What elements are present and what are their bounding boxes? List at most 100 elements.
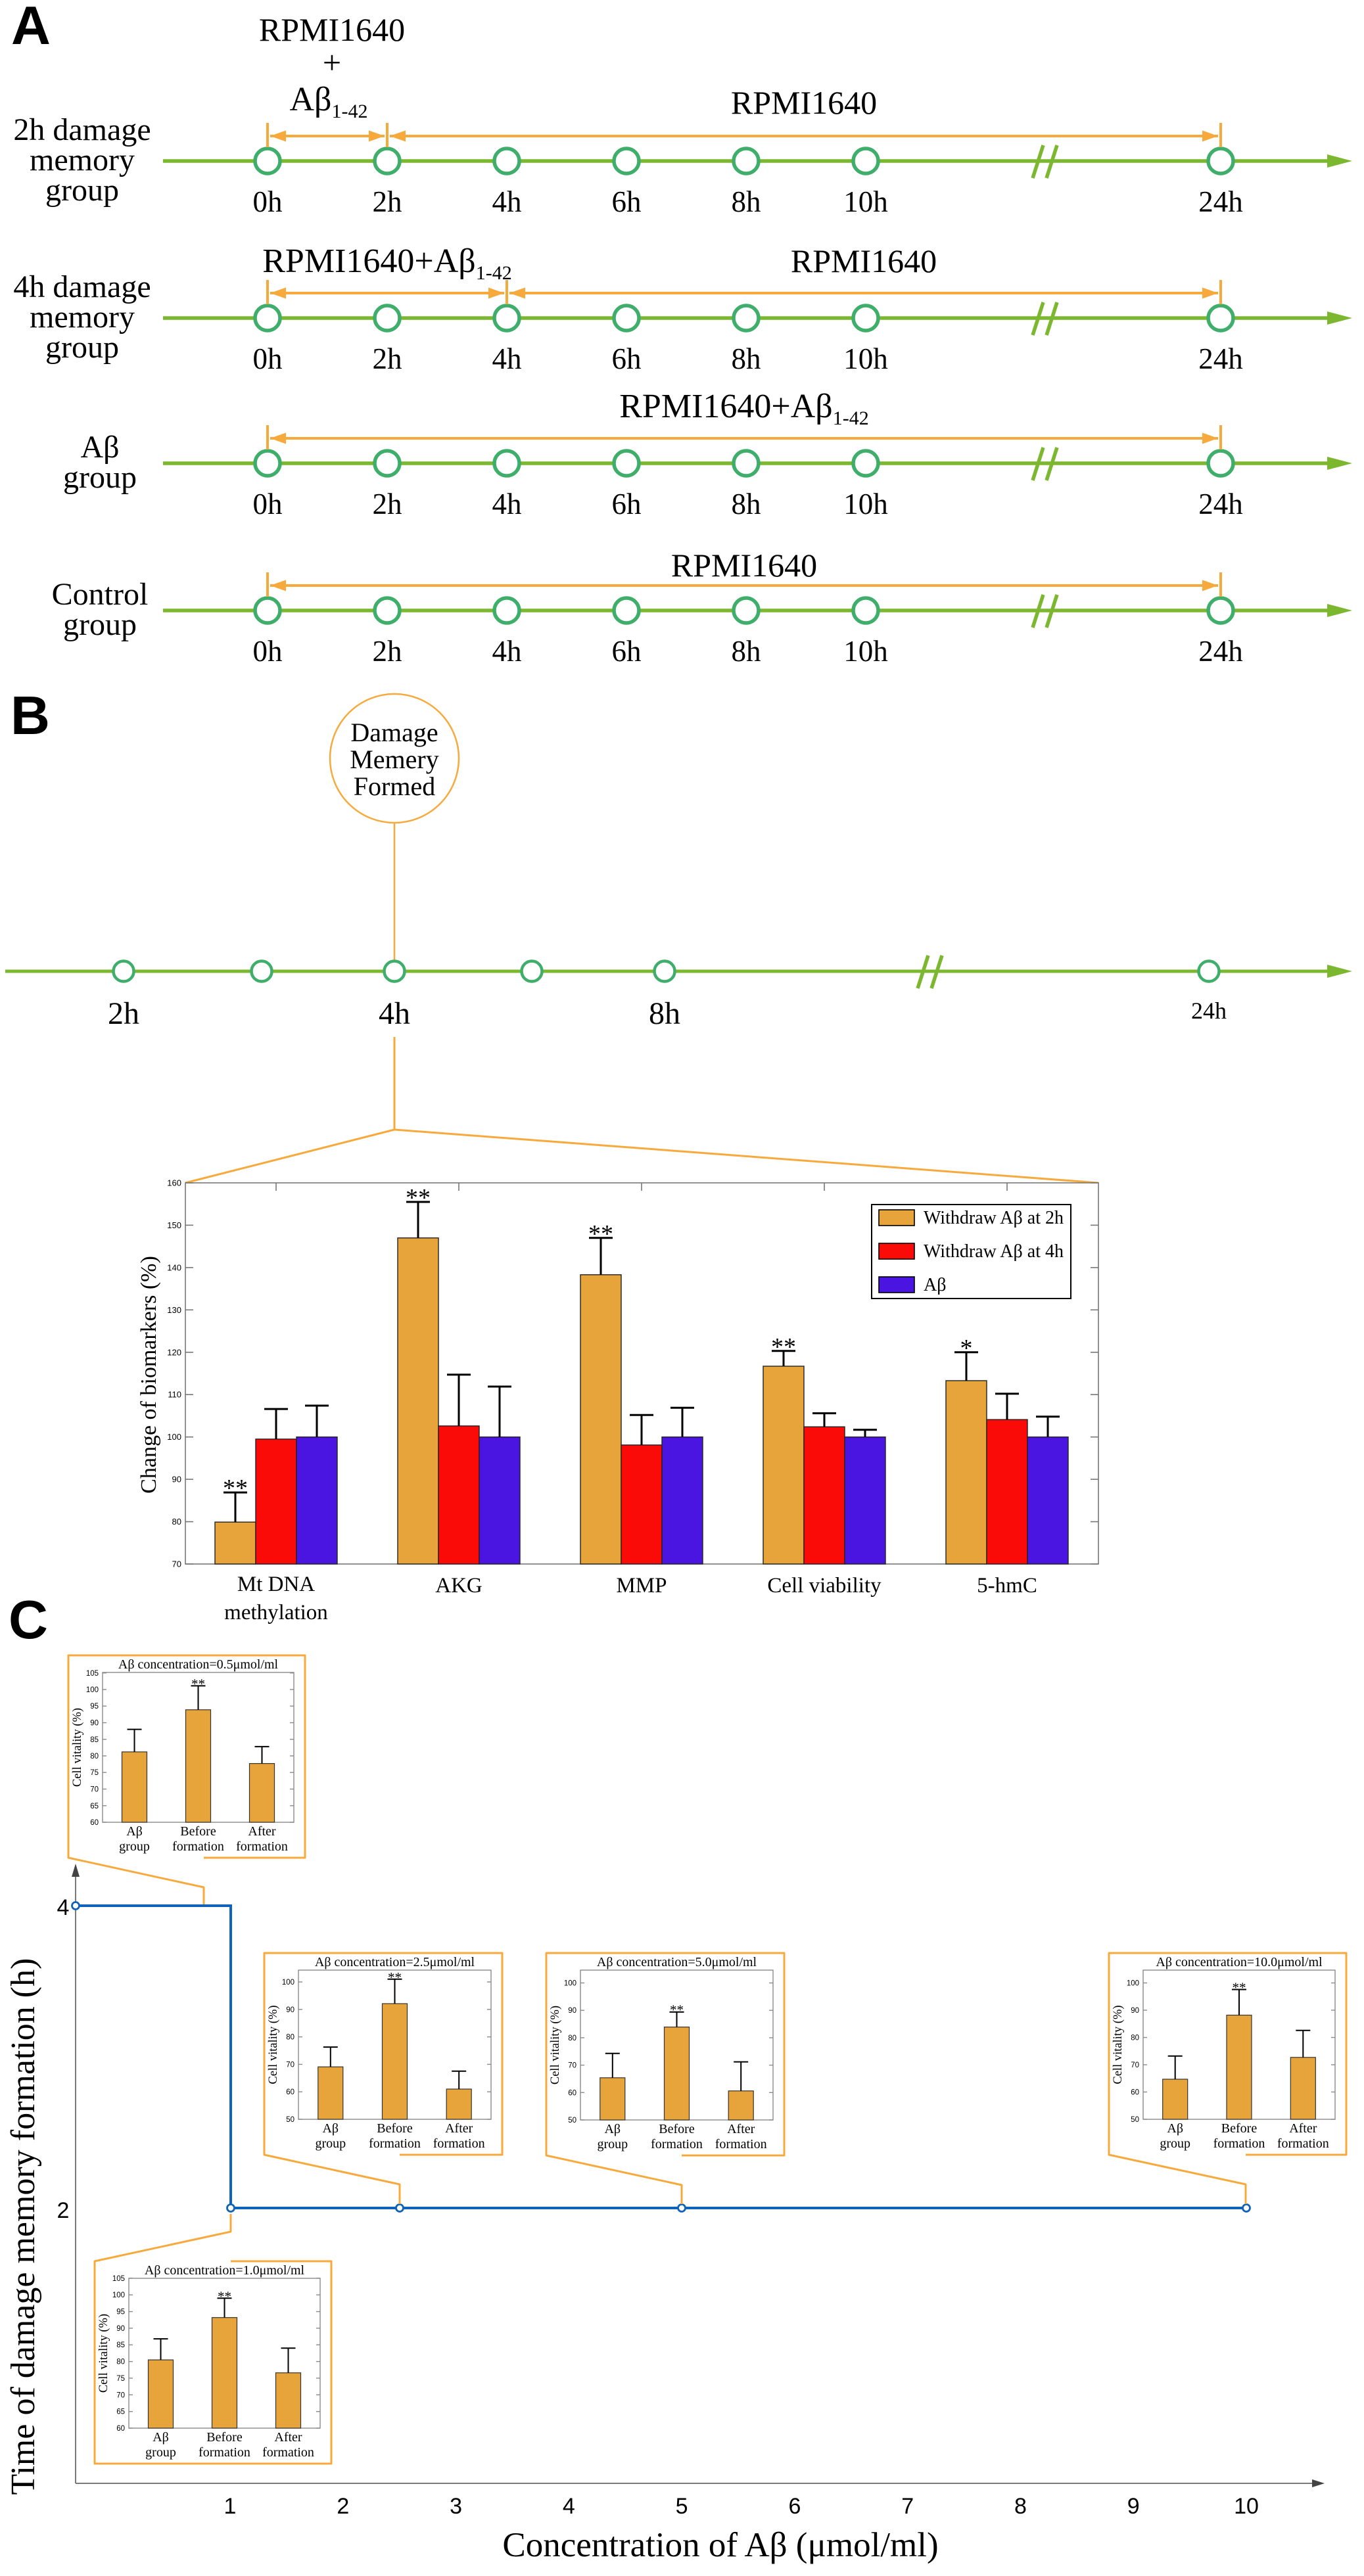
svg-text:formation: formation: [651, 2137, 703, 2151]
svg-text:4h: 4h: [492, 342, 522, 375]
svg-text:Change of biomarkers (%): Change of biomarkers (%): [137, 1256, 161, 1494]
svg-text:RPMI1640+Aβ1-42: RPMI1640+Aβ1-42: [619, 388, 869, 429]
svg-text:2h: 2h: [373, 342, 402, 375]
svg-text:105: 105: [112, 2275, 125, 2283]
svg-text:100: 100: [282, 1979, 294, 1987]
svg-text:4h damage: 4h damage: [13, 269, 151, 304]
svg-text:100: 100: [112, 2291, 125, 2299]
svg-text:75: 75: [116, 2375, 125, 2383]
svg-text:80: 80: [116, 2358, 125, 2366]
svg-text:RPMI1640: RPMI1640: [671, 547, 817, 584]
svg-text:65: 65: [90, 1803, 99, 1810]
svg-text:Aβ: Aβ: [153, 2430, 169, 2445]
svg-text:group: group: [63, 460, 137, 495]
svg-text:75: 75: [90, 1769, 99, 1777]
svg-text:6h: 6h: [612, 635, 642, 668]
svg-text:2h: 2h: [373, 185, 402, 218]
svg-text:Cell viability: Cell viability: [767, 1574, 882, 1598]
svg-text:0h: 0h: [253, 342, 283, 375]
svg-text:90: 90: [116, 2325, 125, 2333]
svg-text:24h: 24h: [1191, 998, 1227, 1024]
svg-text:**: **: [218, 2288, 231, 2304]
svg-text:90: 90: [1131, 2007, 1139, 2015]
svg-text:10h: 10h: [843, 185, 888, 218]
svg-text:6h: 6h: [612, 488, 642, 520]
svg-text:*: *: [960, 1335, 973, 1362]
svg-text:Aβ: Aβ: [80, 430, 119, 465]
svg-text:**: **: [388, 1969, 402, 1985]
svg-text:150: 150: [167, 1220, 181, 1230]
svg-text:60: 60: [116, 2425, 125, 2433]
svg-text:formation: formation: [369, 2136, 421, 2151]
svg-text:60: 60: [90, 1819, 99, 1827]
svg-text:7: 7: [901, 2494, 914, 2519]
svg-text:Aβ concentration=5.0μmol/ml: Aβ concentration=5.0μmol/ml: [597, 1955, 757, 1969]
svg-text:Aβ: Aβ: [126, 1824, 143, 1839]
svg-text:group: group: [45, 173, 119, 208]
svg-text:90: 90: [90, 1720, 99, 1728]
svg-text:Aβ: Aβ: [604, 2122, 621, 2136]
svg-text:85: 85: [116, 2341, 125, 2349]
svg-text:Withdraw Aβ at 2h: Withdraw Aβ at 2h: [924, 1208, 1064, 1228]
svg-text:Damage: Damage: [350, 718, 438, 747]
svg-text:4h: 4h: [492, 185, 522, 218]
svg-text:80: 80: [286, 2034, 294, 2042]
svg-text:group: group: [597, 2137, 628, 2151]
svg-text:memory: memory: [30, 143, 135, 177]
svg-text:95: 95: [116, 2309, 125, 2316]
svg-text:24h: 24h: [1198, 488, 1243, 520]
svg-text:9: 9: [1127, 2494, 1140, 2519]
svg-text:After: After: [274, 2430, 302, 2445]
svg-text:formation: formation: [433, 2136, 485, 2151]
svg-text:After: After: [1289, 2121, 1317, 2136]
svg-text:**: **: [406, 1184, 431, 1212]
svg-text:B: B: [11, 685, 50, 746]
svg-text:110: 110: [168, 1390, 181, 1400]
svg-text:memory: memory: [30, 300, 135, 334]
svg-text:After: After: [445, 2121, 473, 2136]
svg-text:160: 160: [167, 1178, 181, 1188]
svg-text:Aβ concentration=10.0μmol/ml: Aβ concentration=10.0μmol/ml: [1156, 1955, 1323, 1969]
svg-text:formation: formation: [172, 1839, 224, 1854]
svg-text:Before: Before: [659, 2122, 695, 2136]
svg-text:2: 2: [337, 2494, 349, 2519]
svg-text:6h: 6h: [612, 342, 642, 375]
svg-text:10h: 10h: [843, 488, 888, 520]
svg-text:5: 5: [676, 2494, 688, 2519]
svg-text:formation: formation: [199, 2445, 250, 2460]
svg-text:4h: 4h: [492, 488, 522, 520]
svg-text:group: group: [63, 607, 137, 642]
svg-text:Aβ: Aβ: [322, 2121, 339, 2136]
svg-text:Aβ concentration=1.0μmol/ml: Aβ concentration=1.0μmol/ml: [145, 2263, 305, 2278]
svg-text:140: 140: [167, 1262, 181, 1272]
svg-text:methylation: methylation: [224, 1601, 328, 1624]
svg-text:**: **: [771, 1333, 796, 1361]
svg-text:2h: 2h: [373, 635, 402, 668]
svg-text:4: 4: [57, 1895, 70, 1920]
svg-text:3: 3: [450, 2494, 462, 2519]
svg-text:90: 90: [286, 2006, 294, 2014]
svg-text:**: **: [588, 1220, 613, 1248]
svg-text:80: 80: [1131, 2035, 1139, 2042]
svg-text:RPMI1640: RPMI1640: [259, 11, 405, 48]
svg-text:6h: 6h: [612, 185, 642, 218]
svg-text:60: 60: [1131, 2089, 1139, 2097]
svg-text:80: 80: [172, 1517, 181, 1527]
svg-text:Memery: Memery: [350, 745, 439, 774]
svg-text:**: **: [1233, 1980, 1246, 1996]
svg-text:65: 65: [116, 2408, 125, 2416]
svg-text:Before: Before: [206, 2430, 243, 2445]
svg-text:Aβ: Aβ: [1167, 2121, 1183, 2136]
svg-text:group: group: [119, 1839, 150, 1854]
svg-text:8h: 8h: [732, 342, 761, 375]
svg-text:4: 4: [563, 2494, 575, 2519]
svg-text:105: 105: [86, 1670, 99, 1678]
svg-text:8: 8: [1014, 2494, 1027, 2519]
svg-text:10h: 10h: [843, 635, 888, 668]
svg-text:100: 100: [167, 1432, 181, 1442]
svg-text:4h: 4h: [492, 635, 522, 668]
svg-text:24h: 24h: [1198, 185, 1243, 218]
svg-text:Mt DNA: Mt DNA: [237, 1573, 315, 1596]
svg-text:Before: Before: [1221, 2121, 1258, 2136]
svg-text:70: 70: [90, 1786, 99, 1794]
